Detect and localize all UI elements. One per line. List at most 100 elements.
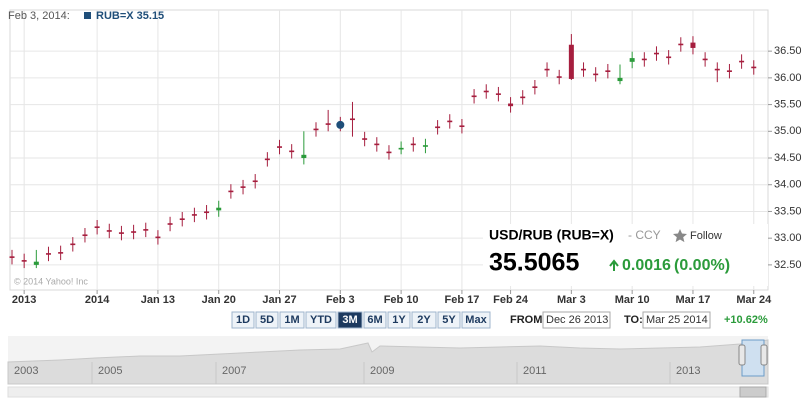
to-input[interactable] [642, 311, 711, 329]
x-tick-label: 2013 [12, 294, 36, 306]
candle-body [581, 68, 587, 71]
candles [9, 34, 757, 269]
to-value[interactable]: Mar 25 2014 [646, 314, 708, 326]
hover-marker [336, 120, 345, 129]
candle-body [325, 123, 331, 125]
candle-body [264, 158, 270, 161]
range-button-label[interactable]: 3M [342, 314, 357, 326]
copyright: © 2014 Yahoo! Inc [14, 276, 88, 286]
quote-price: 35.5065 [489, 249, 579, 277]
y-tick-label: 36.50 [774, 45, 802, 57]
candle-body [629, 58, 635, 62]
follow-button[interactable]: Follow [690, 230, 722, 242]
candle-body [301, 154, 307, 159]
quote-change-pct: (0.00%) [674, 257, 730, 274]
candle-body [410, 143, 416, 146]
range-button[interactable] [437, 311, 461, 329]
from-value[interactable]: Dec 26 2013 [546, 314, 608, 326]
candle-body [228, 190, 234, 193]
candle-body [118, 232, 124, 234]
x-tick-label: Jan 20 [202, 294, 236, 306]
candle-body [678, 43, 684, 46]
x-tick-label: Mar 24 [736, 294, 772, 306]
scrollbar-thumb[interactable] [739, 386, 767, 398]
candle-body [386, 151, 392, 154]
candle-body [155, 236, 161, 239]
range-button[interactable] [305, 311, 337, 329]
candle-body [495, 93, 501, 95]
navigator-years: 2003 2005 2007 2009 2011 2013 [7, 362, 700, 384]
range-button[interactable] [387, 311, 411, 329]
y-tick-label: 33.50 [774, 205, 802, 217]
header-value: RUB=X 35.15 [96, 10, 164, 22]
navigator-year: 2013 [676, 365, 700, 377]
candle-body [374, 143, 380, 146]
candle-body [556, 76, 562, 78]
range-button-label[interactable]: Max [465, 314, 487, 326]
candle-body [714, 68, 720, 71]
range-button-label[interactable]: YTD [310, 314, 332, 326]
header-date: Feb 3, 2014: [8, 10, 70, 22]
candle-body [106, 230, 112, 232]
range-button-label[interactable]: 6M [367, 314, 382, 326]
x-tick-label: Jan 13 [141, 294, 175, 306]
legend-swatch [84, 12, 91, 19]
candle-body [605, 70, 611, 72]
range-button[interactable] [363, 311, 387, 329]
candle-body [435, 126, 441, 129]
navigator-handle-right[interactable] [760, 344, 768, 366]
scrollbar[interactable] [7, 386, 769, 398]
range-button[interactable] [461, 311, 491, 329]
quote-box [483, 224, 768, 286]
y-tick-label: 36.00 [774, 72, 802, 84]
candle-body [617, 77, 623, 82]
navigator-handle-left[interactable] [738, 344, 746, 366]
range-button-label[interactable]: 5Y [442, 314, 456, 326]
candle-body [690, 42, 696, 48]
follow-icon[interactable] [673, 229, 687, 243]
candle-body [726, 70, 732, 72]
candle-body [751, 66, 757, 69]
x-tick-label: Mar 17 [676, 294, 711, 306]
y-tick-label: 32.50 [774, 259, 802, 271]
candle-body [313, 128, 319, 131]
range-button[interactable] [411, 311, 437, 329]
y-tick-label: 34.50 [774, 152, 802, 164]
from-input[interactable] [542, 311, 611, 329]
navigator-year: 2003 [14, 365, 38, 377]
range-button[interactable] [337, 311, 363, 329]
candle-body [167, 223, 173, 225]
candle-body [641, 58, 647, 61]
candle-body [532, 86, 538, 89]
range-button-label[interactable]: 2Y [417, 314, 431, 326]
candle-body [94, 226, 100, 229]
x-tick-label: Mar 10 [615, 294, 650, 306]
candle-body [398, 147, 404, 150]
candle-body [422, 145, 428, 147]
x-tick-label: Feb 3 [326, 294, 355, 306]
range-button[interactable] [255, 311, 279, 329]
range-button[interactable] [279, 311, 305, 329]
from-label: FROM: [510, 314, 546, 326]
y-tick-label: 35.50 [774, 98, 802, 110]
range-button[interactable] [231, 311, 255, 329]
period-change: +10.62% [724, 314, 768, 326]
candle-body [82, 234, 88, 237]
quote-name: USD/RUB (RUB=X) [489, 227, 614, 243]
candle-body [568, 44, 574, 79]
candle-body [653, 52, 659, 55]
range-button-label[interactable]: 1D [236, 314, 250, 326]
navigator-year: 2005 [98, 365, 122, 377]
to-label: TO: [624, 314, 643, 326]
x-tick-label: 2014 [85, 294, 110, 306]
range-button-label[interactable]: 5D [260, 314, 274, 326]
range-button-label[interactable]: 1M [284, 314, 299, 326]
y-tick-label: 35.00 [774, 125, 802, 137]
range-button-label[interactable]: 1Y [392, 314, 406, 326]
x-tick-label: Feb 10 [384, 294, 419, 306]
candle-body [483, 90, 489, 93]
x-tick-label: Feb 17 [444, 294, 479, 306]
navigator-year: 2011 [523, 365, 547, 377]
candle-body [277, 146, 283, 148]
